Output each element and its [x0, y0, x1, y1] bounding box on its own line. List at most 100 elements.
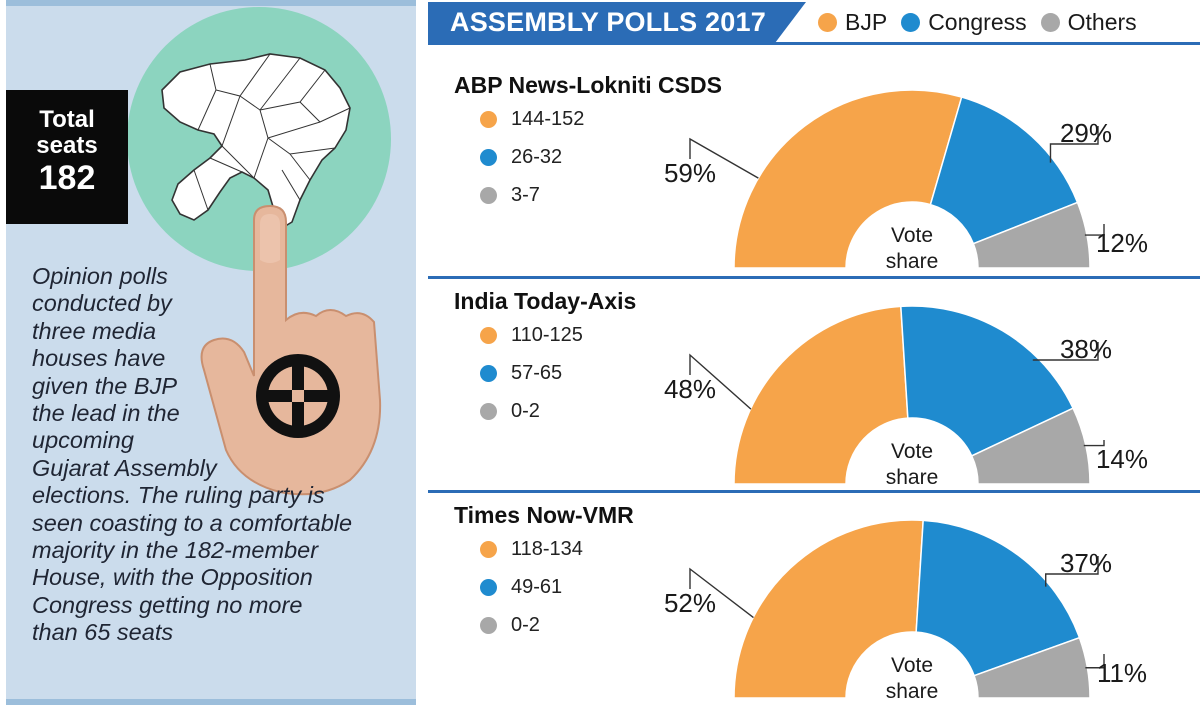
seat-dot [480, 111, 497, 128]
vote-share-label: share [886, 680, 939, 703]
vote-share-chart: 59% 29% 12% Vote share [664, 89, 1148, 273]
seat-range-others: 0-2 [480, 400, 540, 423]
seat-dot [480, 541, 497, 558]
poll-divider [428, 490, 1200, 493]
voting-finger-icon [200, 204, 382, 496]
others-leader-line [1083, 440, 1105, 447]
opinion-poll-note: Opinion polls conducted by three media hous… [32, 263, 402, 647]
note-line: Gujarat Assembly [32, 454, 217, 481]
seat-range-congress: 49-61 [480, 576, 562, 599]
total-seats-box: Total seats 182 [6, 90, 128, 224]
seat-range-others: 3-7 [480, 184, 540, 207]
label-bjp: 59% [664, 158, 716, 188]
note-line: seen coasting to a comfortable [32, 509, 353, 536]
label-others: 14% [1096, 444, 1148, 474]
seat-range-text: 118-134 [511, 538, 583, 560]
seat-dot [480, 149, 497, 166]
vote-share-chart: 52% 37% 11% Vote share [664, 519, 1147, 703]
note-line: three media [32, 317, 157, 344]
label-others: 11% [1097, 658, 1147, 688]
bjp-leader-line [689, 137, 759, 179]
seat-range-text: 0-2 [511, 400, 540, 422]
seat-dot [480, 579, 497, 596]
seat-range-congress: 26-32 [480, 146, 562, 169]
seat-range-bjp: 144-152 [480, 108, 584, 131]
vote-share-label: Vote [891, 440, 933, 463]
bjp-leader-line [689, 353, 752, 410]
seat-range-text: 3-7 [511, 184, 540, 206]
legend: BJP Congress Others [818, 6, 1151, 38]
poll-title: ABP News-Lokniti CSDS [454, 72, 722, 98]
gujarat-map-icon [161, 53, 351, 230]
note-line: houses have [32, 345, 166, 372]
note-line: House, with the Opposition [32, 564, 313, 591]
legend-label: Others [1067, 8, 1137, 35]
note-line: elections. The ruling party is [32, 482, 325, 509]
total-seats-value: 182 [38, 159, 96, 197]
note-line: given the BJP [32, 372, 178, 399]
note-line: majority in the 182-member [32, 537, 319, 564]
legend-label: BJP [845, 8, 888, 35]
slice-congress [900, 305, 1075, 457]
slice-others [972, 201, 1091, 269]
seat-dot [480, 617, 497, 634]
legend-swatch [1040, 12, 1060, 32]
vote-share-label: share [886, 250, 939, 273]
seat-range-text: 49-61 [511, 576, 563, 598]
header-underline [428, 2, 1200, 45]
note-line: Congress getting no more [32, 591, 303, 618]
legend-swatch [818, 12, 837, 32]
legend-item-bjp: BJP [818, 9, 887, 36]
label-bjp: 48% [664, 374, 716, 404]
seat-dot [480, 327, 497, 344]
left-panel-top-border [6, 0, 416, 6]
seat-range-text: 26-32 [511, 146, 563, 168]
slice-congress [915, 519, 1081, 677]
header-title: ASSEMBLY POLLS 2017 [428, 2, 806, 42]
seat-dot [480, 187, 497, 204]
total-seats-label: Total seats [36, 106, 98, 159]
bjp-leader-line [689, 567, 754, 619]
poll-title: India Today-Axis [454, 288, 637, 314]
legend-label: Congress [928, 8, 1027, 35]
seat-range-bjp: 118-134 [480, 538, 583, 561]
slice-others [970, 407, 1091, 485]
slice-congress [929, 96, 1079, 245]
seat-dot [480, 403, 497, 420]
label-bjp: 52% [664, 588, 716, 618]
vote-share-label: share [886, 466, 939, 489]
note-line: conducted by [32, 290, 172, 317]
poll-block: Times Now-VMR 118-134 49-61 0-2 52% 37% 11% Vot… [428, 496, 1200, 705]
congress-leader-line [1032, 342, 1099, 361]
vote-share-chart: 48% 38% 14% Vote share [664, 305, 1148, 489]
seat-dot [480, 365, 497, 382]
left-panel-bottom-border [6, 699, 416, 705]
note-line: the lead in the [32, 400, 180, 427]
congress-leader-line [1049, 126, 1099, 163]
legend-item-others: Others [1040, 8, 1137, 36]
poll-divider [428, 276, 1200, 279]
slice-bjp [733, 89, 963, 269]
seat-range-text: 144-152 [511, 108, 585, 130]
seat-range-text: 110-125 [511, 324, 583, 346]
legend-item-congress: Congress [901, 8, 1027, 36]
slice-bjp [733, 519, 924, 699]
label-congress: 37% [1060, 548, 1112, 578]
note-line: than 65 seats [32, 619, 174, 646]
label-others: 12% [1096, 228, 1148, 258]
poll-block: India Today-Axis 110-125 57-65 0-2 48% 38% 14%… [428, 282, 1200, 491]
label-congress: 29% [1060, 118, 1112, 148]
others-leader-line [1085, 654, 1105, 669]
poll-block: ABP News-Lokniti CSDS 144-152 26-32 3-7 59% 2… [428, 66, 1200, 275]
label-congress: 38% [1060, 334, 1112, 364]
congress-leader-line [1045, 556, 1099, 587]
note-line: upcoming [32, 427, 134, 454]
seat-range-congress: 57-65 [480, 362, 562, 385]
seat-range-text: 0-2 [511, 614, 540, 636]
vote-share-label: Vote [891, 224, 933, 247]
vote-share-label: Vote [891, 654, 933, 677]
slice-bjp [733, 305, 909, 485]
others-leader-line [1084, 224, 1105, 236]
legend-swatch [901, 12, 921, 32]
seat-range-text: 57-65 [511, 362, 563, 384]
